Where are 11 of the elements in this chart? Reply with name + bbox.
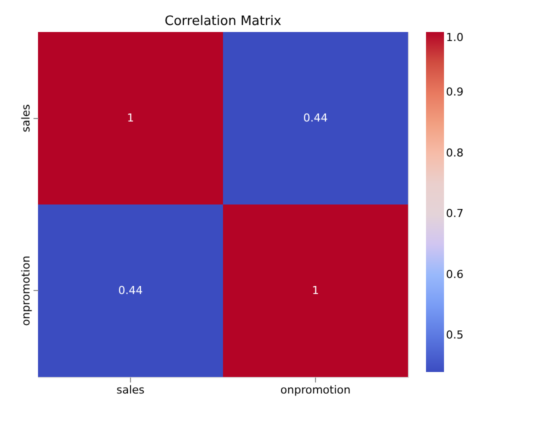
chart-title: Correlation Matrix (164, 14, 282, 29)
color-bar-label: 0.6 (446, 268, 464, 281)
color-bar-label: 0.5 (446, 328, 464, 342)
color-bar-label: 1.0 (446, 31, 464, 44)
color-bar-label: 0.9 (446, 86, 464, 99)
color-bar-label: 0.8 (446, 146, 464, 160)
data-label: 1 (312, 284, 319, 297)
data-label: 0.44 (118, 284, 143, 297)
data-label: 1 (127, 111, 134, 124)
data-label: 0.44 (303, 111, 328, 124)
color-bar-label: 0.7 (446, 207, 464, 220)
